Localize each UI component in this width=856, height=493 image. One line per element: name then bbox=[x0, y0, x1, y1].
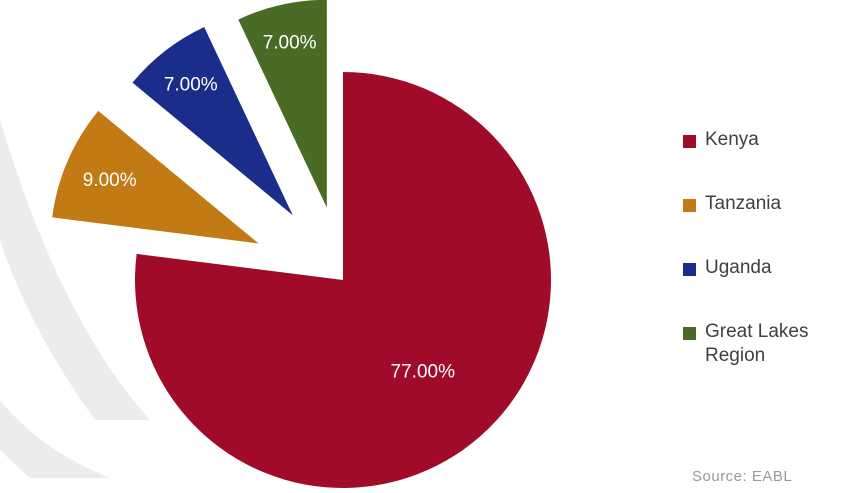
data-label-uganda: 7.00% bbox=[164, 75, 218, 96]
data-label-great-lakes-region: 7.00% bbox=[263, 32, 317, 53]
legend-item-kenya: Kenya bbox=[683, 128, 853, 192]
legend-label-tanzania: Tanzania bbox=[705, 193, 782, 214]
pie-slice-great-lakes-region bbox=[238, 0, 327, 208]
pie-slices bbox=[52, 0, 551, 488]
legend-label-kenya: Kenya bbox=[705, 129, 759, 150]
legend-item-tanzania: Tanzania bbox=[683, 192, 853, 256]
legend-item-uganda: Uganda bbox=[683, 256, 853, 320]
legend-swatch-great-lakes-region bbox=[683, 327, 696, 340]
pie-slice-uganda bbox=[132, 27, 293, 216]
background-decoration bbox=[0, 120, 150, 478]
data-label-kenya: 77.00% bbox=[391, 361, 456, 382]
pie-slice-tanzania bbox=[52, 110, 259, 244]
legend-swatch-uganda bbox=[683, 263, 696, 276]
legend-item-great-lakes-region: Great Lakes Region bbox=[683, 320, 853, 384]
legend-label-uganda: Uganda bbox=[705, 257, 772, 278]
legend-label-great-lakes-region: Great Lakes Region bbox=[705, 321, 809, 366]
source-note: Source: EABL bbox=[692, 468, 793, 485]
pie-data-labels: 77.00% 9.00% 7.00% 7.00% bbox=[83, 32, 455, 382]
legend-swatch-kenya bbox=[683, 135, 696, 148]
data-label-tanzania: 9.00% bbox=[83, 170, 137, 191]
legend-swatch-tanzania bbox=[683, 199, 696, 212]
legend: Kenya Tanzania Uganda Great Lakes Region bbox=[683, 128, 853, 384]
pie-slice-kenya bbox=[134, 72, 551, 488]
